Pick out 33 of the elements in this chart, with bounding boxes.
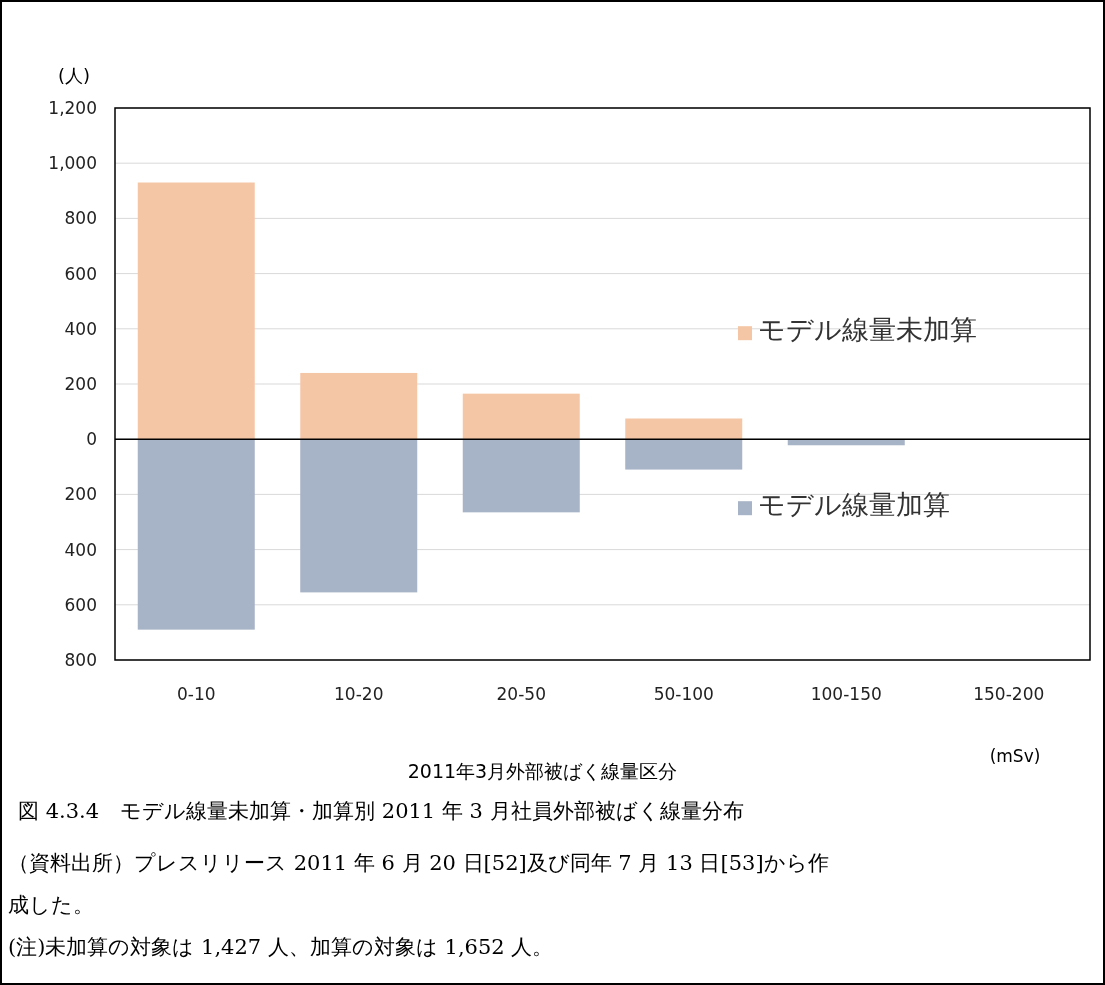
x-tick-label: 10-20 [334,684,384,704]
bar [300,372,418,440]
text: (注)未加算の対象は 1,427 人、加算の対象は 1,652 人。 [8,935,554,959]
y-axis-title: (人) [58,65,91,86]
bar [462,393,580,440]
y-tick-label: 1,200 [48,98,97,118]
bar [462,439,580,513]
x-tick-label: 150-200 [973,684,1045,704]
y-tick-label: 1,000 [48,153,97,174]
y-tick-label: 400 [64,539,97,560]
bar [625,439,743,470]
x-axis-title: 2011年3月外部被ばく線量区分 [407,760,678,782]
y-tick-label: 200 [64,484,97,505]
x-tick-label: 0-10 [176,684,216,704]
y-tick-label: 0 [86,429,97,450]
y-tick-label: 200 [64,374,97,394]
legend-label: モデル線量未加算 [758,314,977,346]
text: (mSv) [989,746,1041,766]
y-tick-label: 600 [64,263,97,284]
x-tick-label: 20-50 [496,684,546,704]
bar [625,418,743,440]
y-tick-label: 400 [64,318,97,339]
legend-label: モデル線量加算 [758,489,950,521]
bar [300,439,418,593]
y-tick-label: 600 [64,594,97,615]
text: （資料出所）プレスリリース 2011 年 6 月 20 日[52]及び同年 7 月 13 日[53]から作成した。 [8,851,829,917]
bar [137,439,255,630]
y-tick-label: 800 [64,208,97,229]
text: 図 4.3.4 モデル線量未加算・加算別 2011 年 3 月社員外部被ばく線量分布 [18,799,744,823]
y-tick-label: 800 [64,650,97,670]
x-tick-label: 100-150 [810,684,882,704]
x-tick-label: 50-100 [653,684,714,704]
bar [137,182,255,440]
